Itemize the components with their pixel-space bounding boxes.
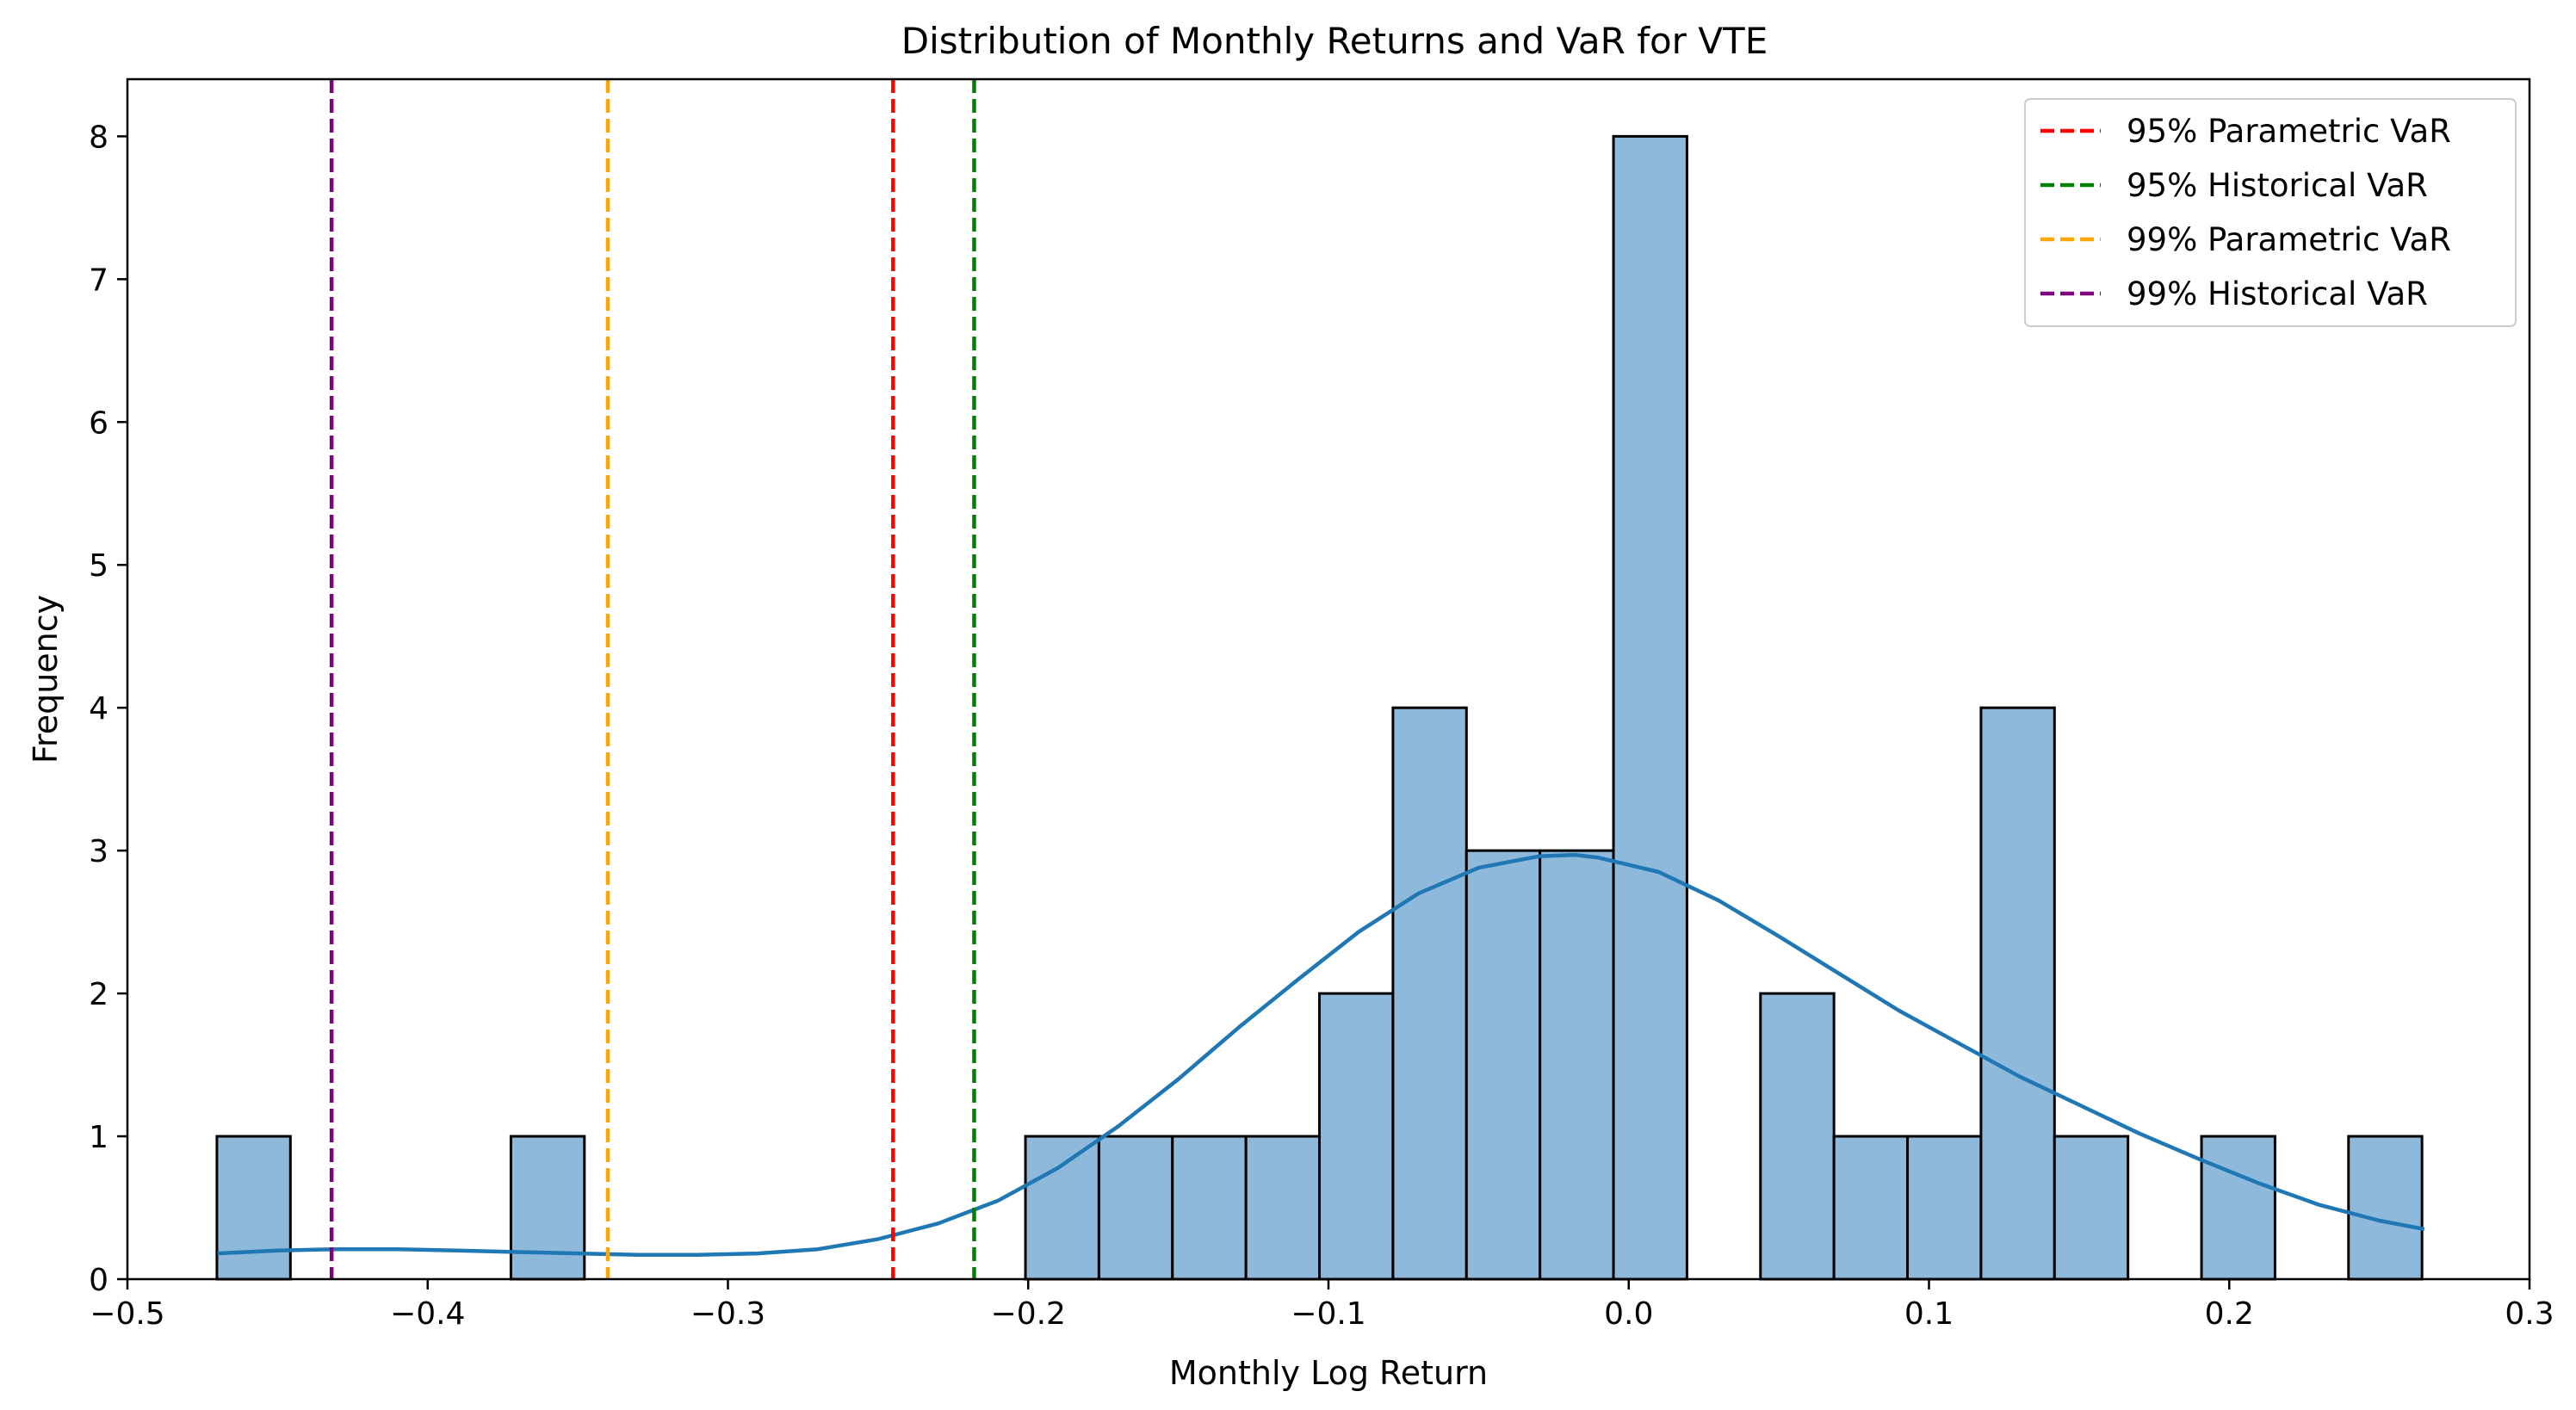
x-tick-label: 0.3 bbox=[2505, 1296, 2554, 1332]
legend: 95% Parametric VaR 95% Historical VaR 99% … bbox=[2024, 98, 2517, 327]
x-tick-label: 0.2 bbox=[2205, 1296, 2254, 1332]
legend-label: 95% Historical VaR bbox=[2127, 167, 2428, 204]
histogram-bar bbox=[1906, 1135, 1983, 1281]
y-tick-label: 1 bbox=[89, 1120, 108, 1155]
y-tick-label: 3 bbox=[89, 834, 108, 869]
y-tick-label: 8 bbox=[89, 120, 108, 155]
kde-curve bbox=[217, 852, 2425, 1258]
legend-label: 95% Parametric VaR bbox=[2127, 113, 2451, 150]
y-tick-label: 2 bbox=[89, 977, 108, 1012]
legend-label: 99% Historical VaR bbox=[2127, 275, 2428, 312]
chart-title: Distribution of Monthly Returns and VaR … bbox=[901, 20, 1768, 62]
y-axis-label: Frequency bbox=[27, 595, 65, 764]
histogram-bar bbox=[1097, 1135, 1174, 1281]
y-tick-label: 4 bbox=[89, 691, 108, 727]
y-tick-label: 7 bbox=[89, 263, 108, 298]
y-tick-label: 6 bbox=[89, 405, 108, 441]
x-tick-label: 0.1 bbox=[1904, 1296, 1954, 1332]
histogram-bar bbox=[1759, 992, 1836, 1281]
histogram-bar bbox=[1612, 134, 1688, 1281]
histogram-bar bbox=[1171, 1135, 1248, 1281]
x-tick-label: −0.1 bbox=[1291, 1296, 1365, 1332]
histogram-bar bbox=[1832, 1135, 1910, 1281]
y-axis: 0 1 2 3 4 5 6 7 8 bbox=[89, 120, 127, 1298]
histogram-bar bbox=[2200, 1135, 2276, 1281]
x-tick-label: −0.2 bbox=[991, 1296, 1066, 1332]
histogram-bar bbox=[1318, 992, 1395, 1281]
x-tick-label: −0.5 bbox=[90, 1296, 164, 1332]
x-axis-label: Monthly Log Return bbox=[1169, 1354, 1488, 1392]
histogram-bar bbox=[1464, 849, 1542, 1281]
histogram-bar bbox=[1244, 1135, 1322, 1281]
plot-area bbox=[215, 79, 2425, 1281]
histogram-bar bbox=[1391, 706, 1468, 1281]
histogram-bar bbox=[1539, 849, 1615, 1281]
histogram-bar bbox=[509, 1135, 586, 1281]
y-tick-label: 5 bbox=[89, 548, 108, 584]
x-axis: −0.5 −0.4 −0.3 −0.2 −0.1 0.0 0.1 0.2 0.3 bbox=[90, 1279, 2554, 1332]
legend-label: 99% Parametric VaR bbox=[2127, 221, 2451, 258]
histogram-bar bbox=[215, 1135, 292, 1281]
legend-box bbox=[2024, 98, 2517, 327]
histogram-bar bbox=[1979, 706, 2056, 1281]
y-tick-label: 0 bbox=[89, 1263, 108, 1298]
histogram-bar bbox=[2347, 1135, 2424, 1281]
x-tick-label: −0.3 bbox=[690, 1296, 765, 1332]
x-tick-label: −0.4 bbox=[390, 1296, 465, 1332]
histogram-bar bbox=[1024, 1135, 1100, 1281]
x-tick-label: 0.0 bbox=[1604, 1296, 1653, 1332]
histogram-bar bbox=[2053, 1135, 2130, 1281]
